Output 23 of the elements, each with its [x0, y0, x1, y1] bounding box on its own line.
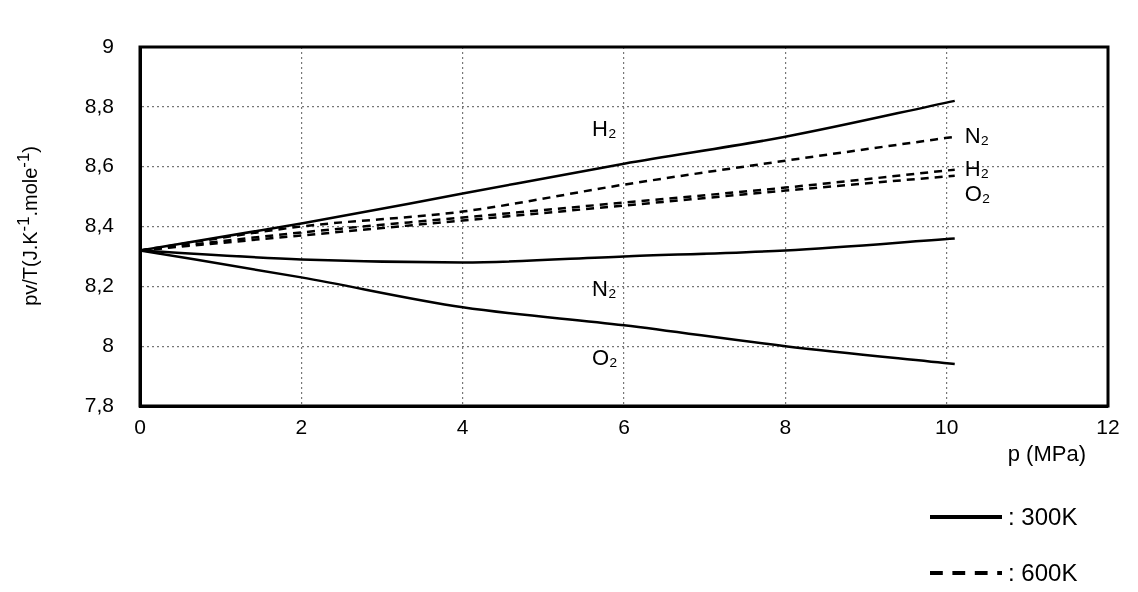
- series-label: N₂: [964, 122, 990, 148]
- x-tick-label: 4: [456, 415, 469, 439]
- text: : 600K: [1008, 559, 1078, 587]
- series-label: H₂: [964, 155, 990, 181]
- x-tick-label: 12: [1096, 415, 1120, 439]
- x-tick-label: 8: [779, 415, 792, 439]
- series-label: H₂: [592, 115, 617, 141]
- y-tick-label: 8,8: [84, 93, 114, 117]
- y-tick-label: 7,8: [84, 392, 114, 416]
- x-tick-label: 6: [618, 415, 630, 439]
- x-tick-label: 0: [134, 415, 146, 439]
- series-label: N₂: [592, 276, 617, 302]
- series-label: O₂: [592, 345, 618, 371]
- x-axis-title: p (MPa): [1007, 441, 1086, 467]
- y-tick-label: 8: [102, 332, 114, 356]
- y-tick-label: 8,2: [84, 273, 114, 297]
- y-tick-label: 9: [102, 33, 114, 57]
- x-tick-label: 2: [295, 415, 308, 439]
- series-label: O₂: [964, 180, 991, 206]
- x-tick-label: 10: [934, 415, 959, 439]
- text: : 300K: [1008, 503, 1078, 531]
- y-tick-label: 8,4: [84, 213, 115, 237]
- y-tick-label: 8,6: [84, 153, 114, 177]
